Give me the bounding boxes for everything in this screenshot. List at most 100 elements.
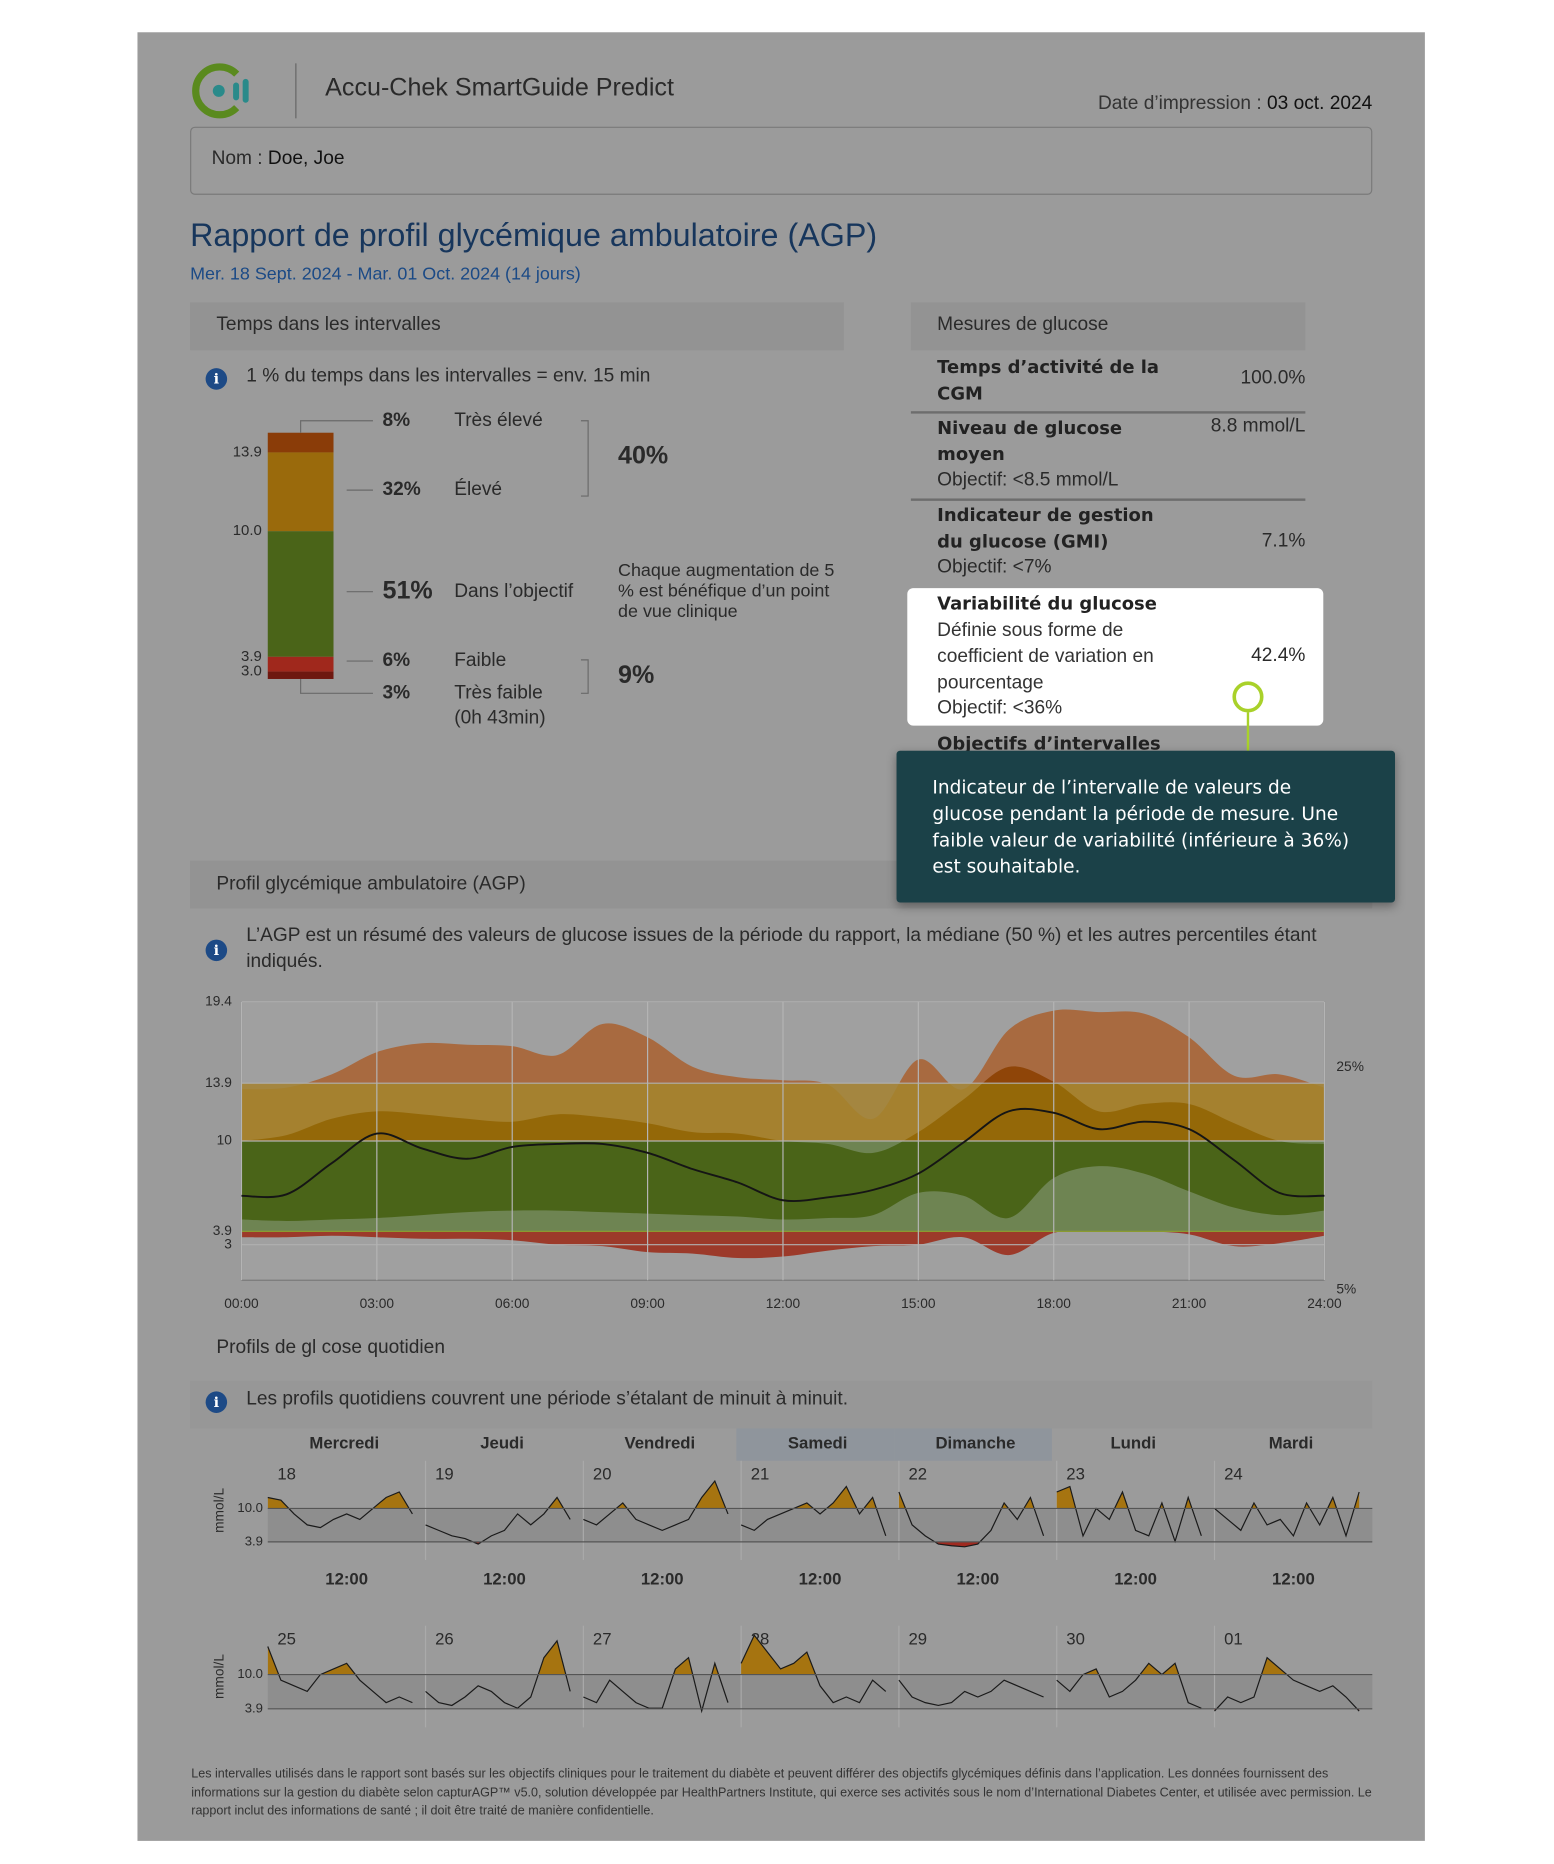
section-title: Profils de gl cose quotidien [216, 1337, 445, 1358]
name-box [190, 126, 1373, 195]
glucose-line [1056, 1485, 1202, 1544]
annotation: Chaque augmentation de 5 % est bénéfique… [618, 560, 835, 622]
threshold-label: 3.0 [241, 663, 262, 680]
legend-label: Faible [454, 650, 506, 671]
day-label: 01 [1224, 1629, 1243, 1648]
value-label: 6% [383, 650, 411, 671]
x-tick-label: 06:00 [495, 1296, 530, 1311]
info-icon: i [205, 368, 228, 390]
day-label: 18 [277, 1465, 296, 1484]
glucose-line [267, 1646, 413, 1704]
weekday-label: Mercredi [309, 1433, 379, 1452]
print-date-value: 03 oct. 2024 [1267, 93, 1373, 114]
x-tick-label: 12:00 [766, 1296, 801, 1311]
metric-target: Objectif: <7% [937, 557, 1052, 578]
percentile-label: 25% [1336, 1059, 1364, 1074]
bar-segment [267, 671, 334, 679]
x-tick-label: 18:00 [1037, 1296, 1072, 1311]
day-label: 30 [1066, 1629, 1085, 1648]
metric-label: Objectifs d’intervalles [937, 732, 1161, 755]
info-text: Les profils quotidiens couvrent une péri… [246, 1389, 849, 1410]
day-label: 29 [908, 1629, 927, 1648]
value-label: 3% [383, 682, 411, 703]
section-header [190, 302, 844, 351]
value-label: 32% [383, 479, 421, 500]
bracket [580, 420, 589, 497]
app-name: Accu-Chek SmartGuide Predict [325, 74, 674, 102]
y-tick-label: 10.0 [237, 1666, 263, 1681]
y-axis-label: mmol/L [212, 1487, 227, 1532]
x-tick-label: 12:00 [325, 1570, 368, 1589]
glucose-line [425, 1496, 571, 1545]
separator [910, 411, 1306, 414]
legend-label: Très élevé [454, 410, 543, 431]
name-value: Doe, Joe [267, 148, 345, 169]
legend-label: Élevé [454, 479, 502, 500]
metric-label: Temps d’activité de la CGM [937, 356, 1160, 405]
section-title: Profil glycémique ambulatoire (AGP) [216, 873, 526, 895]
below-range-fill [898, 1541, 1044, 1547]
above-range-fill [1261, 1657, 1287, 1675]
glucose-line [1214, 1491, 1360, 1538]
info-text: L’AGP est un résumé des valeurs de gluco… [246, 925, 1317, 972]
y-tick-label: 13.9 [205, 1075, 232, 1090]
report-title: Rapport de profil glycémique ambulatoire… [190, 217, 878, 254]
bracket [580, 659, 589, 694]
day-label: 26 [435, 1629, 454, 1648]
name-label: Nom : [211, 148, 263, 169]
percentile-band [982, 1066, 1057, 1084]
tooltip: Indicateur de l’intervalle de valeurs de… [896, 750, 1396, 903]
glucose-line [740, 1634, 887, 1704]
group-label: 40% [618, 441, 668, 469]
weekend-shade [894, 1428, 1052, 1461]
metric-target: Objectif: <8.5 mmol/L [937, 469, 1119, 491]
duration-label: (0h 43min) [454, 707, 545, 728]
glucose-line [898, 1491, 1045, 1548]
legend-label: Très faible [454, 682, 543, 703]
metric-label: Niveau de glucose moyen [937, 417, 1123, 466]
above-range-fill [1251, 1492, 1360, 1509]
y-tick-label: 10.0 [237, 1500, 263, 1515]
above-range-fill [267, 1646, 356, 1675]
above-range-fill [673, 1657, 719, 1675]
day-label: 23 [1066, 1465, 1085, 1484]
divider [295, 63, 297, 119]
percentile-band [241, 1083, 1280, 1141]
metric-description: Définie sous forme de coefficient de var… [937, 620, 1154, 694]
leader-line [300, 420, 373, 433]
patient-name: Nom : Doe, Joe [212, 148, 345, 170]
metric-value: 8.8 mmol/L [1210, 415, 1306, 437]
bar-segment [267, 656, 334, 672]
y-tick-label: 3.9 [245, 1533, 263, 1548]
value-label: 8% [383, 410, 411, 431]
above-range-fill [548, 1497, 564, 1509]
weekday-label: Jeudi [480, 1433, 524, 1452]
metric-value: 100.0% [1240, 368, 1306, 389]
glucose-line [425, 1639, 571, 1709]
day-label: 25 [277, 1629, 296, 1648]
weekday-label: Dimanche [935, 1433, 1015, 1452]
y-tick-label: 3.9 [213, 1223, 232, 1238]
x-tick-label: 00:00 [224, 1296, 259, 1311]
glucose-line [267, 1491, 413, 1529]
day-label: 19 [435, 1465, 454, 1484]
y-axis-label: mmol/L [212, 1654, 227, 1699]
logo-dot [212, 84, 225, 97]
tooltip-connector [1246, 712, 1250, 751]
day-label: 21 [751, 1465, 770, 1484]
legend-label: Dans l’objectif [454, 581, 574, 602]
above-range-fill [741, 1635, 816, 1675]
weekday-label: Mardi [1269, 1433, 1314, 1452]
info-text: 1 % du temps dans les intervalles = env.… [246, 365, 651, 387]
threshold-label: 3.9 [241, 648, 262, 665]
glucose-line [1056, 1662, 1202, 1709]
metric-value: 7.1% [1261, 530, 1306, 552]
x-tick-label: 12:00 [1272, 1570, 1315, 1589]
leader-line [300, 678, 373, 694]
logo [192, 63, 249, 119]
x-tick-label: 15:00 [901, 1296, 936, 1311]
section-title: Temps dans les intervalles [216, 314, 441, 335]
